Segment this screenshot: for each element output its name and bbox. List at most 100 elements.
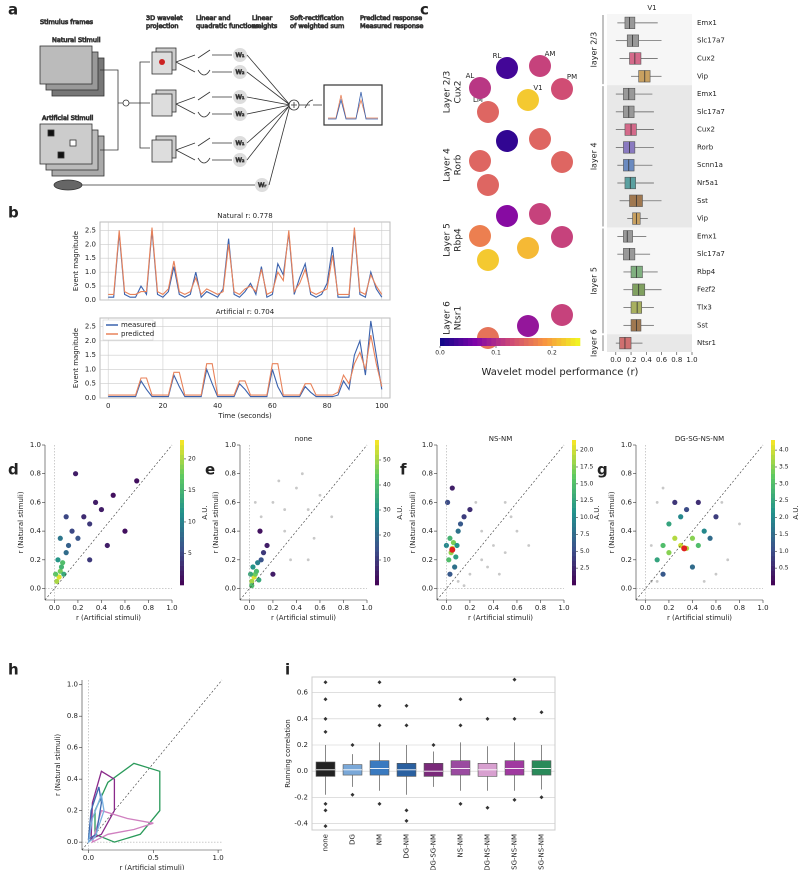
outlier xyxy=(377,680,382,685)
point xyxy=(455,528,461,534)
colorbar-cell xyxy=(375,546,379,552)
y-axis-label: r (Natural stimuli) xyxy=(212,491,220,553)
x-tick-label: 1.0 xyxy=(757,604,768,612)
colorbar-cell xyxy=(510,338,515,346)
box xyxy=(630,301,643,314)
area-circle xyxy=(477,101,499,123)
colorbar-cell xyxy=(491,338,497,346)
weight-label: W₂ xyxy=(235,68,244,76)
y-tick-label: 0.6 xyxy=(422,498,434,506)
colorbar-tick-label: 40 xyxy=(383,482,391,489)
background-point xyxy=(515,529,519,533)
outlier xyxy=(512,716,517,721)
x-tick-label: 0.6 xyxy=(314,604,326,612)
x-axis-label: r (Artificial stimuli) xyxy=(468,614,533,622)
point xyxy=(247,571,254,577)
area-label: RL xyxy=(493,52,502,60)
colorbar-cell xyxy=(771,483,775,489)
y-tick-label: 0.8 xyxy=(225,470,236,478)
colorbar-cell xyxy=(771,473,775,479)
area-circle xyxy=(529,203,551,225)
colorbar-cell xyxy=(572,469,576,475)
point xyxy=(256,577,262,583)
y-tick-label: 2.0 xyxy=(85,337,96,345)
background-point xyxy=(503,501,507,504)
background-point xyxy=(474,501,478,504)
y-tick-label: 0.8 xyxy=(30,470,41,478)
group-label: layer 4 xyxy=(590,142,599,170)
colorbar-cell xyxy=(180,517,184,523)
colorbar-cell xyxy=(572,565,576,571)
mouse xyxy=(53,179,83,191)
x-tick-label: 0.6 xyxy=(656,356,668,364)
category-label: Emx1 xyxy=(697,90,717,98)
outlier xyxy=(323,729,328,734)
point xyxy=(65,542,72,549)
colorbar-cell xyxy=(514,338,520,346)
colorbar-cell xyxy=(572,444,576,450)
outlier xyxy=(539,795,544,800)
box xyxy=(623,230,633,243)
colorbar-cell xyxy=(180,483,184,489)
outlier xyxy=(512,677,517,682)
area-circle xyxy=(551,226,573,248)
colorbar-tick-label: 1.5 xyxy=(779,531,789,538)
y-tick-label: 0.6 xyxy=(225,498,237,506)
colorbar-cell xyxy=(375,517,379,523)
colorbar-cell xyxy=(572,531,576,537)
area-circle xyxy=(551,151,573,173)
colorbar-cell xyxy=(572,536,576,542)
category-label: Sst xyxy=(697,197,708,205)
point xyxy=(69,528,75,534)
colorbar-cell xyxy=(180,570,184,576)
background-point xyxy=(726,558,730,562)
rectifier xyxy=(291,99,322,109)
y-axis-label: r (Natural stimuli) xyxy=(54,734,62,796)
weight xyxy=(233,48,247,62)
colorbar-cell xyxy=(771,502,775,508)
point xyxy=(110,492,116,498)
colorbar-cell xyxy=(552,338,557,346)
background-point xyxy=(306,558,310,562)
category-label: Vip xyxy=(697,215,709,223)
background-point xyxy=(497,572,501,576)
row-label: Ntsr1 xyxy=(454,306,464,330)
area-circle xyxy=(529,128,551,150)
colorbar-cell xyxy=(771,493,775,499)
colorbar-cell xyxy=(771,546,775,552)
category-label: Slc17a7 xyxy=(697,37,725,45)
point xyxy=(87,557,93,563)
category-label: Rorb xyxy=(697,143,714,151)
weight-label: W₂ xyxy=(235,156,244,164)
point xyxy=(253,568,260,574)
panel-label: f xyxy=(400,461,407,479)
square xyxy=(69,139,77,147)
colorbar-tick-label: 50 xyxy=(383,457,391,464)
colorbar-cell xyxy=(572,541,576,547)
colorbar-cell xyxy=(482,338,487,346)
colorbar-cell xyxy=(180,449,184,455)
y-tick-label: 0.8 xyxy=(621,470,632,478)
colorbar-cell xyxy=(572,570,576,576)
colorbar-cell xyxy=(572,498,576,504)
box xyxy=(369,760,390,776)
contour xyxy=(87,792,105,844)
colorbar-tick-label: 30 xyxy=(383,507,391,514)
background-point xyxy=(295,486,298,490)
chart-title: none xyxy=(295,435,312,443)
y-tick-label: 0.0 xyxy=(67,838,78,846)
colorbar-cell xyxy=(771,444,775,450)
weight xyxy=(255,178,269,192)
category-label: Nr5a1 xyxy=(697,179,718,187)
y-axis-label: r (Natural stimuli) xyxy=(17,491,25,553)
colorbar-cell xyxy=(375,493,379,499)
background-point xyxy=(661,486,665,490)
colorbar-cell xyxy=(572,493,576,499)
x-tick-label: SG-NS-NM xyxy=(511,834,519,870)
colorbar-label: A.U. xyxy=(593,505,601,519)
point xyxy=(55,557,61,563)
header: projection xyxy=(146,22,178,30)
background-point xyxy=(306,508,310,511)
colorbar-label: A.U. xyxy=(201,505,209,519)
x-tick-label: 0.2 xyxy=(72,604,83,612)
